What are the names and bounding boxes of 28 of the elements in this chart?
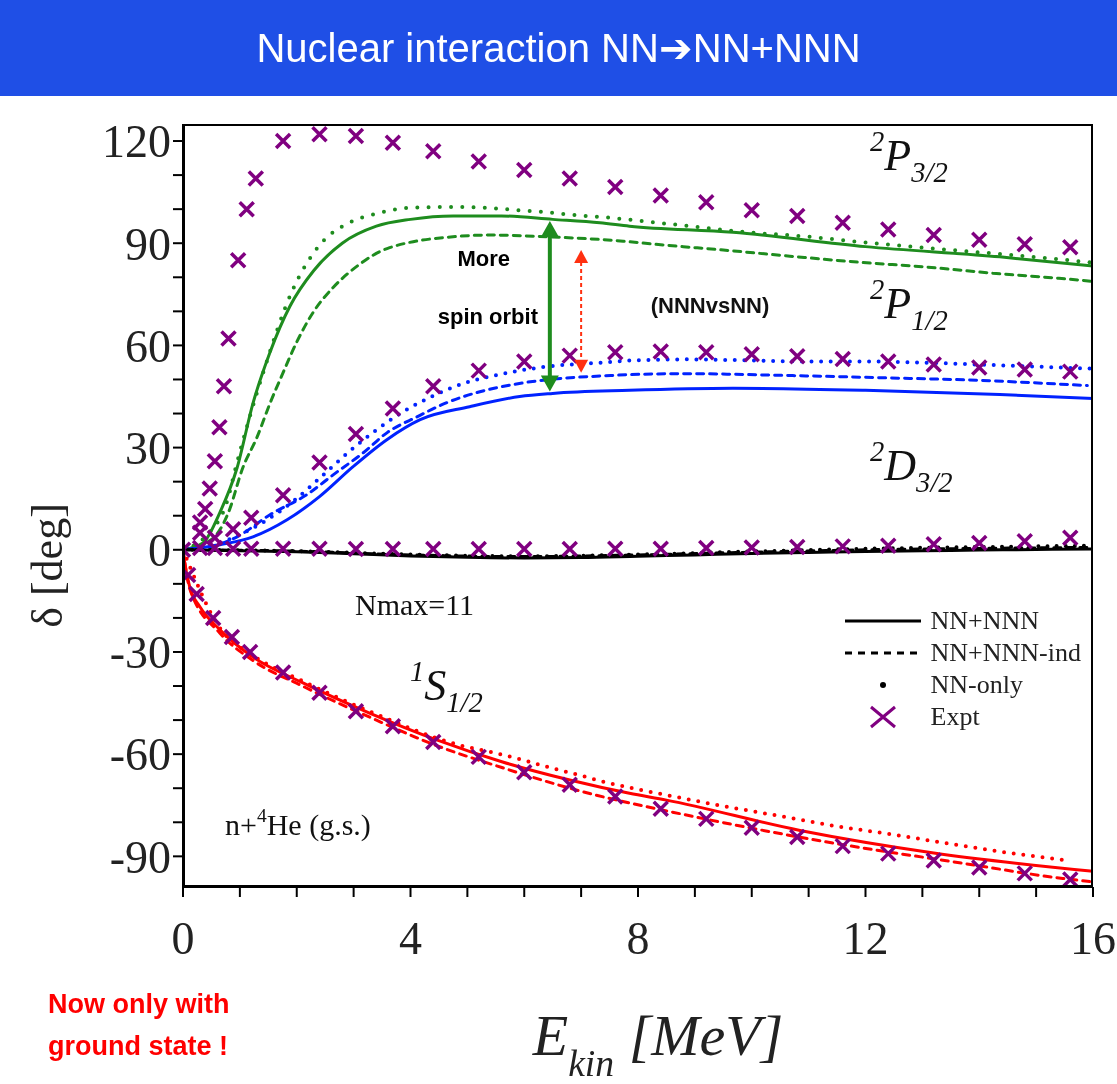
annotation: $^{2}$P$_{3/2}$: [870, 126, 948, 189]
y-tick-label: -90: [109, 831, 171, 883]
legend-label: NN+NNN-ind: [930, 637, 1081, 669]
y-tick-label: 30: [125, 422, 171, 474]
x-tick-label: 8: [626, 912, 650, 964]
x-axis-title: E$_{kin}$ [MeV]: [531, 1003, 784, 1084]
y-tick-label: 60: [125, 320, 171, 372]
annotation: n+$^{4}$He (g.s.): [225, 804, 371, 842]
legend-label: Expt: [930, 701, 980, 733]
x-tick-label: 12: [842, 912, 889, 964]
y-tick-label: 120: [102, 116, 171, 168]
text: More spin orbit: [437, 246, 538, 329]
annotation: $^{1}$S$_{1/2}$: [410, 656, 483, 719]
y-tick-label: -30: [109, 627, 171, 679]
x-tick-label: 16: [1070, 912, 1116, 964]
annotation: $^{2}$D$_{3/2}$: [870, 436, 953, 499]
annotation: Nmax=11: [355, 587, 475, 621]
chart-title: Nuclear interaction NN➔NN+NNN: [0, 0, 1117, 96]
annotation: $^{2}$P$_{1/2}$: [870, 274, 948, 337]
text: Now only with ground state !: [48, 988, 231, 1063]
annotation: (NNNvsNN): [650, 292, 770, 318]
legend-label: NN+NNN: [930, 605, 1040, 637]
y-axis-title: δ [deg]: [23, 503, 72, 628]
x-tick-label: 4: [399, 912, 422, 964]
y-tick-label: -60: [109, 729, 171, 781]
y-tick-label: 90: [125, 218, 171, 270]
y-tick-label: 0: [148, 525, 171, 577]
legend-label: NN-only: [930, 669, 1023, 701]
